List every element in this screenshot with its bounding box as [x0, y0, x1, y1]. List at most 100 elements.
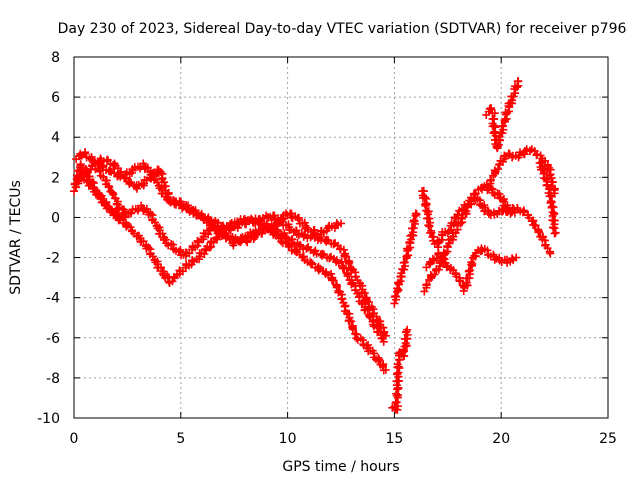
data-point [200, 249, 209, 258]
y-tick-label: 8 [51, 50, 60, 66]
data-point [433, 236, 442, 245]
data-point [486, 105, 495, 114]
data-point [546, 249, 555, 258]
plot-frame [73, 56, 609, 419]
series-11 [488, 77, 523, 153]
data-point [514, 77, 523, 86]
data-point [419, 187, 428, 196]
data-point [422, 280, 431, 289]
data-point [500, 116, 509, 125]
data-point [82, 166, 91, 175]
series-3 [74, 154, 345, 247]
x-tick-label: 10 [279, 431, 297, 447]
data-point [456, 277, 465, 286]
data-point [508, 254, 517, 263]
data-point [516, 148, 525, 157]
data-point [343, 272, 352, 281]
data-point [104, 183, 113, 192]
x-tick-labels: 0 5 10 15 20 25 [70, 431, 617, 447]
data-point [510, 205, 519, 214]
data-point [302, 244, 311, 253]
y-tick-labels: -10 -8 -6 -4 -2 0 2 4 6 8 [37, 50, 60, 427]
data-point [411, 209, 420, 218]
data-point [457, 214, 466, 223]
data-point [81, 149, 90, 158]
data-point [337, 294, 346, 303]
data-point [512, 83, 521, 92]
data-point [116, 167, 125, 176]
data-point [508, 203, 517, 212]
data-point [258, 226, 267, 235]
data-point [396, 272, 405, 281]
data-point [464, 267, 473, 276]
data-point [344, 259, 353, 268]
data-point [546, 198, 555, 207]
data-point [205, 243, 214, 252]
data-point [337, 219, 345, 228]
data-point [348, 325, 357, 334]
data-point [340, 251, 349, 260]
data-point [439, 248, 448, 257]
x-tick-label: 15 [385, 431, 403, 447]
data-point [307, 258, 316, 267]
data-point [213, 225, 222, 234]
data-point [402, 252, 411, 261]
series-5 [390, 209, 421, 308]
data-point [498, 129, 507, 138]
data-point [400, 258, 409, 267]
data-point [494, 136, 503, 145]
data-point [347, 317, 356, 326]
data-point [547, 203, 556, 212]
data-point [329, 240, 338, 249]
y-tick-label: 0 [51, 210, 60, 226]
series-9 [420, 194, 519, 296]
x-tick-label: 20 [492, 431, 510, 447]
x-tick-label: 0 [70, 431, 79, 447]
data-point [170, 200, 179, 209]
data-point [391, 292, 400, 301]
x-axis-label: GPS time / hours [282, 459, 399, 475]
y-tick-label: -4 [46, 291, 60, 307]
data-point [430, 270, 439, 279]
data-point [193, 236, 202, 245]
series-12 [482, 104, 499, 119]
y-tick-label: 6 [51, 90, 60, 106]
data-point [347, 280, 356, 289]
y-tick-label: 4 [51, 130, 60, 146]
data-point [340, 264, 349, 273]
data-point [412, 210, 421, 219]
data-point [76, 161, 85, 170]
data-point [392, 370, 401, 379]
y-tick-label: 2 [51, 170, 60, 186]
y-tick-label: -10 [37, 411, 60, 427]
data-point [543, 180, 552, 189]
data-point [121, 213, 130, 222]
series-1 [72, 170, 388, 346]
data-point [96, 194, 105, 203]
data-point [332, 283, 341, 292]
data-point [381, 331, 390, 340]
data-point [459, 286, 468, 295]
data-point [424, 221, 433, 230]
data-point [299, 252, 308, 261]
data-point [486, 176, 495, 185]
x-tick-label: 25 [599, 431, 617, 447]
data-point [109, 190, 118, 199]
data-point [84, 181, 93, 190]
data-point [549, 223, 558, 232]
data-point [327, 275, 336, 284]
data-point [534, 228, 543, 237]
data-point [329, 276, 338, 285]
data-point [337, 257, 346, 266]
data-point [409, 216, 418, 225]
data-point [499, 121, 508, 130]
data-point [400, 265, 409, 274]
data-point [551, 228, 560, 237]
data-point [456, 219, 465, 228]
data-point [466, 266, 475, 275]
series-13 [535, 158, 560, 238]
data-point [494, 165, 503, 174]
data-point [381, 365, 390, 374]
y-tick-label: -8 [46, 371, 60, 387]
